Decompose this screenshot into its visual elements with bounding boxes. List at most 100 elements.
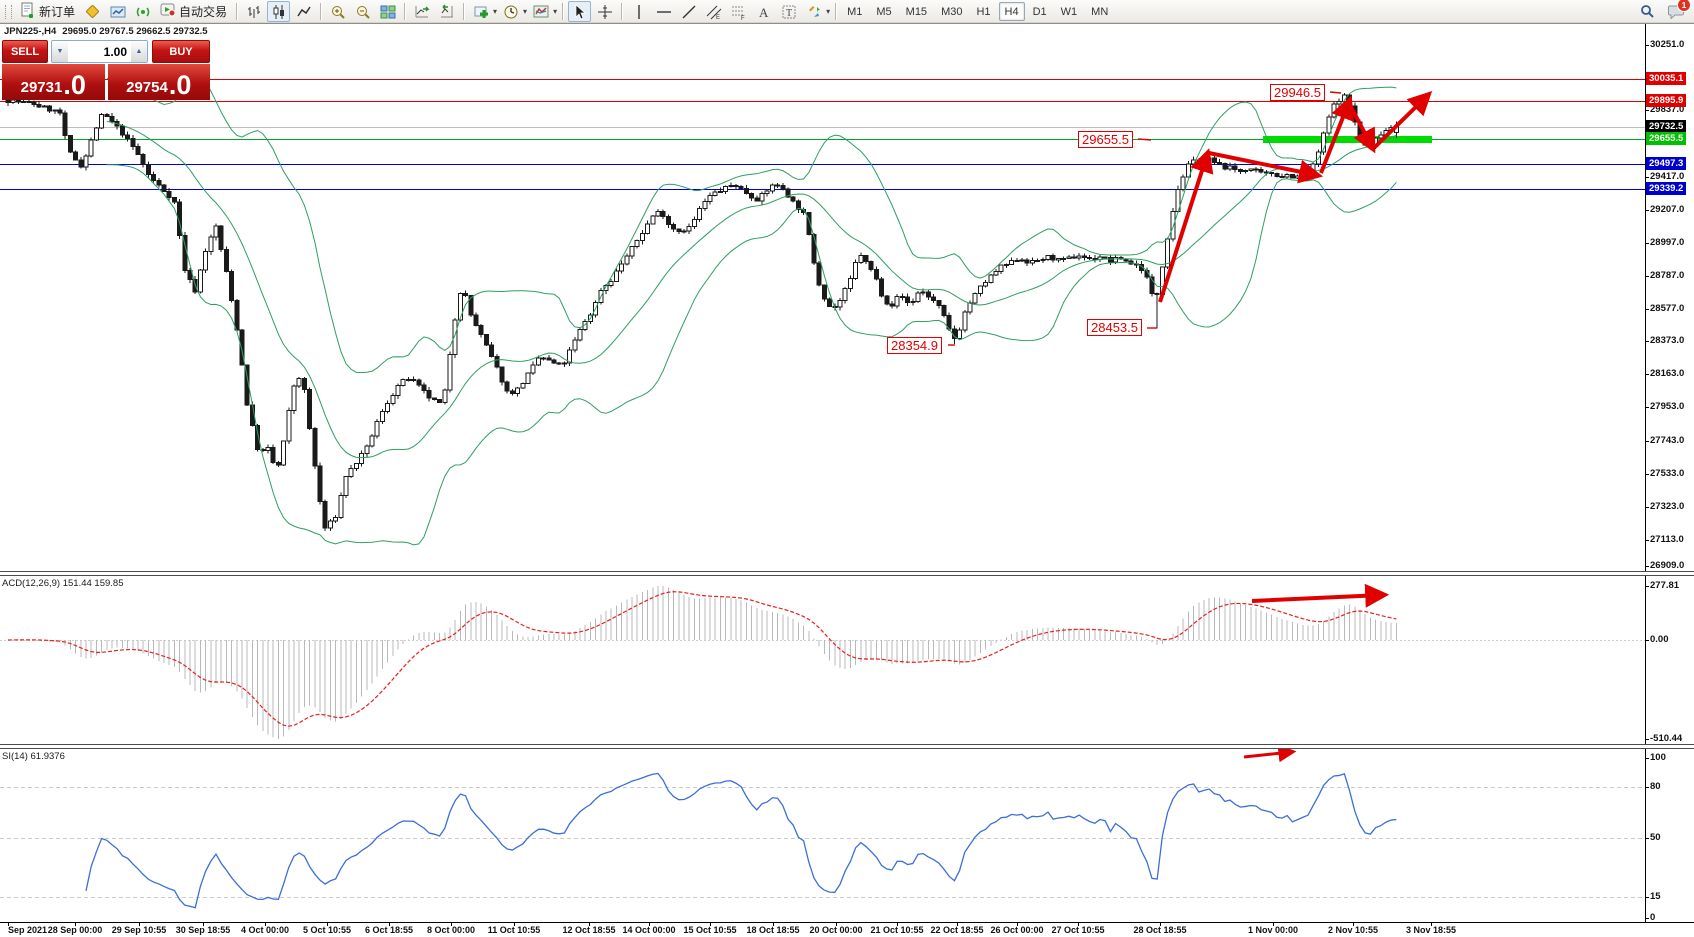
auto-scroll-icon[interactable] [410,1,433,22]
price-axis-tick[interactable]: 28997.0 [1644,236,1685,248]
volume-input[interactable] [68,41,131,62]
arrows-tool-dropdown-caret[interactable]: ▾ [826,7,831,16]
price-axis-tick[interactable]: 28787.0 [1644,269,1685,281]
volume-increase-button[interactable]: ▲ [131,41,147,62]
bar-chart-mode-icon[interactable] [242,1,265,22]
price-axis-tick[interactable]: 27743.0 [1644,434,1685,446]
timeframe-button-m1[interactable]: M1 [847,5,863,18]
price-axis-tick[interactable]: 30251.0 [1644,39,1685,50]
timeframe-button-h1[interactable]: H1 [976,5,991,18]
time-axis-label[interactable]: 8 Oct 00:00 [426,925,476,935]
chart-canvas[interactable] [0,23,1645,937]
thick-green-highlight-bar [1263,136,1432,143]
price-axis-badge[interactable]: 30035.1 [1646,72,1687,86]
time-axis-label[interactable]: 30 Sep 18:55 [175,925,231,935]
time-axis-label[interactable]: 15 Oct 10:55 [683,925,737,935]
price-axis-tick[interactable]: 29207.0 [1644,203,1685,215]
crayon-icon[interactable] [81,1,104,22]
equidistant-channel-icon[interactable]: E [702,1,725,22]
timeframe-button-mn[interactable]: MN [1091,5,1109,18]
price-annotation-label[interactable]: 28354.9 [887,337,942,354]
price-axis-tick[interactable]: 29837.0 [1644,104,1685,116]
time-axis-label[interactable]: 28 Oct 18:55 [1133,925,1187,935]
time-axis-label[interactable]: 11 Oct 10:55 [487,925,541,935]
periods-icon[interactable] [499,1,522,22]
horizontal-line-icon[interactable] [652,1,675,22]
timeframe-button-w1[interactable]: W1 [1060,5,1078,18]
price-axis-badge[interactable]: 29732.5 [1646,119,1687,133]
price-axis-tick[interactable]: 27533.0 [1644,467,1685,479]
time-axis-label[interactable]: 21 Oct 10:55 [870,925,924,935]
time-axis-label[interactable]: 14 Oct 00:00 [622,925,676,935]
price-axis-tick[interactable]: 26909.0 [1644,560,1685,571]
templates-dropdown-caret[interactable]: ▾ [553,7,558,16]
buy-price-display[interactable]: 29754 .0 [107,64,210,100]
time-axis-label[interactable]: 27 Oct 10:55 [1051,925,1105,935]
autotrading-button[interactable]: 自动交易 [156,2,231,21]
add-indicator-icon[interactable] [469,1,492,22]
time-axis-label[interactable]: 4 Oct 00:00 [240,925,290,935]
volume-decrease-button[interactable]: ▼ [52,41,68,62]
price-axis-tick[interactable]: 28373.0 [1644,335,1685,347]
periods-dropdown-caret[interactable]: ▾ [523,7,528,16]
tile-windows-icon[interactable] [376,1,399,22]
time-axis-label[interactable]: 1 Nov 00:00 [1247,925,1299,935]
chart-window-icon[interactable] [106,1,129,22]
trendline-icon[interactable] [677,1,700,22]
buy-button[interactable]: BUY [152,40,210,63]
price-axis-tick[interactable]: 29417.0 [1644,170,1685,182]
fibonacci-icon[interactable]: F [727,1,750,22]
price-axis-tick[interactable]: 28163.0 [1644,368,1685,380]
line-chart-mode-icon[interactable] [292,1,315,22]
vertical-line-icon[interactable] [627,1,650,22]
crosshair-icon[interactable] [593,1,616,22]
timeframe-button-d1[interactable]: D1 [1032,5,1047,18]
time-axis-label[interactable]: 28 Sep 00:00 [47,925,103,935]
arrows-tool-icon[interactable] [802,1,825,22]
chart-shift-icon[interactable] [435,1,458,22]
time-axis-label[interactable]: 18 Oct 18:55 [746,925,800,935]
text-icon[interactable]: A [752,1,775,22]
time-axis-label[interactable]: Sep 2021 [8,925,48,935]
price-axis-tick[interactable]: 27953.0 [1644,401,1685,413]
price-axis-badge[interactable]: 29895.9 [1646,94,1687,107]
price-axis-tick[interactable]: 27323.0 [1644,500,1685,512]
time-axis-label[interactable]: 26 Oct 00:00 [990,925,1044,935]
time-axis-label[interactable]: 12 Oct 18:55 [562,925,616,935]
timeframe-button-m5[interactable]: M5 [876,5,892,18]
time-axis-label[interactable]: 20 Oct 00:00 [809,925,863,935]
price-axis-tick[interactable]: 28577.0 [1644,303,1685,315]
add-indicator-dropdown-caret[interactable]: ▾ [493,7,498,16]
rsi-panel-splitter[interactable] [0,744,1694,749]
time-axis-label[interactable]: 2 Nov 10:55 [1327,925,1379,935]
time-axis-label[interactable]: 3 Nov 18:55 [1405,925,1457,935]
templates-icon[interactable] [529,1,552,22]
time-axis-label[interactable]: 29 Sep 10:55 [111,925,167,935]
search-icon[interactable] [1636,1,1659,22]
price-annotation-label[interactable]: 28453.5 [1087,319,1142,336]
new-order-button[interactable]: 新订单 [16,2,79,21]
price-axis-badge[interactable]: 29339.2 [1646,181,1687,195]
price-annotation-label[interactable]: 29946.5 [1270,84,1325,101]
cursor-icon[interactable] [568,1,592,22]
timeframe-button-m30[interactable]: M30 [941,5,963,18]
price-axis-badge[interactable]: 29497.3 [1646,156,1687,170]
macd-panel-splitter[interactable] [0,571,1694,576]
time-axis-label[interactable]: 22 Oct 18:55 [930,925,984,935]
notifications-chat-icon[interactable]: 1 [1664,0,1691,22]
candlestick-mode-icon[interactable] [267,1,291,22]
signal-icon[interactable] [131,1,154,22]
price-axis-tick[interactable]: 27113.0 [1645,533,1684,545]
price-annotation-label[interactable]: 29655.5 [1078,131,1133,148]
time-axis-label[interactable]: 6 Oct 18:55 [364,925,414,935]
timeframe-button-m15[interactable]: M15 [905,5,928,18]
toolbar-drag-handle[interactable] [5,4,12,19]
timeframe-button-h4[interactable]: H4 [998,2,1025,21]
time-axis-label[interactable]: 5 Oct 10:55 [302,925,352,935]
text-label-icon[interactable]: T [777,1,800,22]
zoom-in-icon[interactable] [326,1,349,22]
sell-button[interactable]: SELL [2,40,48,63]
sell-price-display[interactable]: 29731 .0 [2,64,105,100]
zoom-out-icon[interactable] [351,1,374,22]
price-axis-badge[interactable]: 29655.5 [1646,131,1687,145]
